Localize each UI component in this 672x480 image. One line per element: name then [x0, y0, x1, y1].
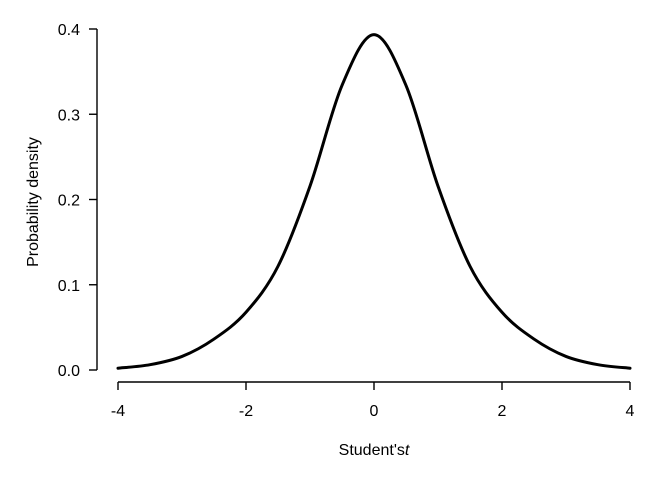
y-tick-label: 0.3	[58, 107, 80, 124]
y-axis: 0.0 0.1 0.2 0.3 0.4	[58, 22, 98, 380]
x-tick-label: -4	[111, 403, 125, 420]
x-tick-label: -2	[239, 403, 253, 420]
x-axis-title: Student'st	[339, 442, 410, 459]
x-tick-label: 2	[498, 403, 507, 420]
density-curve	[116, 33, 632, 370]
y-tick-label: 0.2	[58, 193, 80, 210]
x-tick-label: 4	[626, 403, 635, 420]
x-axis-title-variable: t	[405, 442, 410, 459]
x-axis-title-text: Student's	[339, 442, 405, 459]
x-axis: -4 -2 0 2 4	[111, 381, 635, 420]
y-tick-label: 0.0	[58, 363, 80, 380]
y-axis-title: Probability density	[25, 137, 42, 267]
x-tick-label: 0	[370, 403, 379, 420]
y-tick-label: 0.1	[58, 278, 80, 295]
y-tick-label: 0.4	[58, 22, 80, 39]
